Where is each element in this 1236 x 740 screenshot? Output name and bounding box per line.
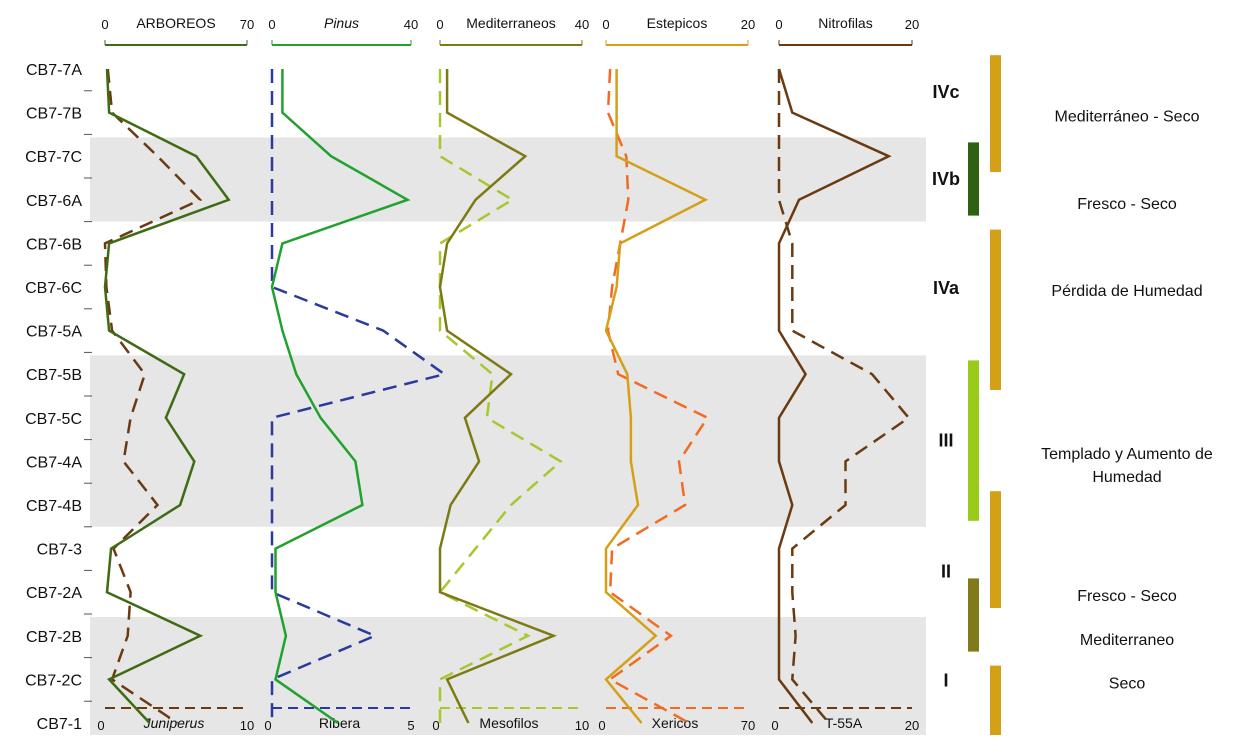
top-axis-tick-label: 0 xyxy=(602,17,609,32)
interpretation-bar xyxy=(990,55,1001,173)
solid-series-line xyxy=(438,69,557,724)
bottom-axis-tick-label: 5 xyxy=(407,718,414,733)
sample-label: CB7-5B xyxy=(26,367,82,384)
dashed-series-line xyxy=(270,69,448,723)
sample-label: CB7-2B xyxy=(26,629,82,646)
top-axis-label: Nitrofilas xyxy=(818,15,872,31)
sample-label: CB7-1 xyxy=(37,716,82,733)
dashed-series-line xyxy=(606,68,710,725)
zone-label: III xyxy=(938,431,953,451)
interpretation-text: Seco xyxy=(1109,675,1146,692)
bottom-axis-label: Mesofilos xyxy=(479,715,538,731)
top-axis-label: Mediterraneos xyxy=(466,15,556,31)
solid-series-line xyxy=(270,69,411,725)
top-axis-tick-label: 20 xyxy=(905,17,919,32)
interpretation-text: Mediterráneo - Seco xyxy=(1055,109,1200,126)
zone-label: IVb xyxy=(932,169,960,189)
bottom-axis-tick-label: 0 xyxy=(771,718,778,733)
zone-label: IVc xyxy=(932,82,959,102)
sample-label: CB7-4B xyxy=(26,498,82,515)
interpretation-bar xyxy=(990,229,1001,390)
top-axis-label: Pinus xyxy=(324,15,359,31)
zone-label: I xyxy=(943,670,948,690)
bottom-axis-label: Xericos xyxy=(652,715,699,731)
sample-label: CB7-3 xyxy=(37,542,82,559)
sample-label: CB7-7B xyxy=(26,106,82,123)
bottom-axis-tick-label: 0 xyxy=(264,718,271,733)
top-axis-tick-label: 70 xyxy=(240,17,254,32)
interpretation-text: Fresco - Seco xyxy=(1077,588,1177,605)
sample-label: CB7-2C xyxy=(25,672,82,689)
interpretation-bar xyxy=(968,360,979,521)
sample-label: CB7-2A xyxy=(26,585,82,602)
sample-label: CB7-6C xyxy=(25,280,82,297)
bottom-axis-tick-label: 10 xyxy=(240,718,254,733)
top-axis-tick-label: 40 xyxy=(575,17,589,32)
dashed-series-line xyxy=(103,68,203,725)
top-axis-tick-label: 20 xyxy=(741,17,755,32)
bottom-axis-tick-label: 20 xyxy=(905,718,919,733)
top-axis-tick-label: 0 xyxy=(775,17,782,32)
sample-label: CB7-5A xyxy=(26,324,82,341)
zone-label: IVa xyxy=(933,278,960,298)
interpretation-text: Templado y Aumento de xyxy=(1041,446,1213,463)
solid-series-line xyxy=(103,68,231,724)
interpretation-text: Humedad xyxy=(1092,469,1161,486)
top-axis-tick-label: 0 xyxy=(436,17,443,32)
interpretation-text: Pérdida de Humedad xyxy=(1051,283,1202,300)
bottom-axis-tick-label: 0 xyxy=(432,718,439,733)
bottom-axis-tick-label: 0 xyxy=(598,718,605,733)
sample-label: CB7-5C xyxy=(25,411,82,428)
top-axis-tick-label: 0 xyxy=(268,17,275,32)
bottom-axis-label: Ribera xyxy=(319,715,360,731)
interpretation-bar xyxy=(990,665,1001,739)
interpretation-bar xyxy=(990,491,1001,608)
top-axis-tick-label: 0 xyxy=(101,17,108,32)
solid-series-line xyxy=(604,69,709,724)
bottom-axis-label: T-55A xyxy=(825,715,863,731)
sample-label: CB7-6A xyxy=(26,193,82,210)
dashed-series-line xyxy=(777,69,911,724)
interpretation-text: Mediterraneo xyxy=(1080,632,1174,649)
shaded-band-0 xyxy=(90,137,926,222)
top-axis-label: Estepicos xyxy=(647,15,708,31)
sample-label: CB7-7C xyxy=(25,149,82,166)
sample-label: CB7-4A xyxy=(26,454,82,471)
shaded-band-1 xyxy=(90,355,926,527)
interpretation-bar xyxy=(968,578,979,652)
bottom-axis-label: Juniperus xyxy=(143,715,205,731)
interpretation-text: Fresco - Seco xyxy=(1077,196,1177,213)
zone-label: II xyxy=(941,561,951,581)
bottom-axis-tick-label: 0 xyxy=(97,718,104,733)
sample-label: CB7-7A xyxy=(26,62,82,79)
sample-label: CB7-6B xyxy=(26,236,82,253)
top-axis-tick-label: 40 xyxy=(404,17,418,32)
shaded-band-2 xyxy=(90,617,926,740)
bottom-axis-tick-label: 10 xyxy=(575,718,589,733)
top-axis-label: ARBOREOS xyxy=(136,15,215,31)
bottom-axis-tick-label: 70 xyxy=(741,718,755,733)
solid-series-line xyxy=(777,68,892,724)
interpretation-bar xyxy=(968,142,979,216)
